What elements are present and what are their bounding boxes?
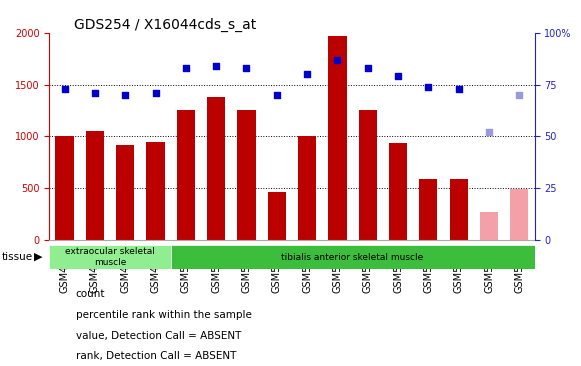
- Bar: [298, 137, 316, 240]
- Text: count: count: [76, 289, 105, 299]
- Bar: [207, 97, 225, 240]
- Point: [181, 65, 191, 71]
- Bar: [238, 111, 256, 240]
- Bar: [171, 245, 535, 269]
- Point: [454, 86, 464, 92]
- Bar: [450, 179, 468, 240]
- Text: ▶: ▶: [34, 252, 42, 262]
- Point: [393, 74, 403, 79]
- Text: percentile rank within the sample: percentile rank within the sample: [76, 310, 252, 320]
- Point: [485, 129, 494, 135]
- Text: value, Detection Call = ABSENT: value, Detection Call = ABSENT: [76, 330, 241, 341]
- Point: [272, 92, 281, 98]
- Bar: [358, 111, 377, 240]
- Bar: [49, 245, 171, 269]
- Text: GDS254 / X16044cds_s_at: GDS254 / X16044cds_s_at: [74, 18, 256, 32]
- Bar: [116, 145, 134, 240]
- Bar: [328, 36, 346, 240]
- Point: [333, 57, 342, 63]
- Text: tissue: tissue: [2, 252, 33, 262]
- Point: [60, 86, 69, 92]
- Bar: [86, 131, 104, 240]
- Point: [90, 90, 99, 96]
- Point: [424, 84, 433, 90]
- Text: tibialis anterior skeletal muscle: tibialis anterior skeletal muscle: [281, 253, 424, 262]
- Bar: [146, 142, 164, 240]
- Bar: [419, 179, 437, 240]
- Bar: [480, 212, 498, 240]
- Point: [151, 90, 160, 96]
- Bar: [268, 192, 286, 240]
- Point: [515, 92, 524, 98]
- Text: extraocular skeletal
muscle: extraocular skeletal muscle: [65, 247, 155, 267]
- Bar: [177, 111, 195, 240]
- Point: [120, 92, 130, 98]
- Bar: [55, 137, 74, 240]
- Point: [242, 65, 251, 71]
- Text: rank, Detection Call = ABSENT: rank, Detection Call = ABSENT: [76, 351, 236, 362]
- Point: [363, 65, 372, 71]
- Point: [211, 63, 221, 69]
- Point: [303, 71, 312, 77]
- Bar: [389, 142, 407, 240]
- Bar: [510, 189, 529, 240]
